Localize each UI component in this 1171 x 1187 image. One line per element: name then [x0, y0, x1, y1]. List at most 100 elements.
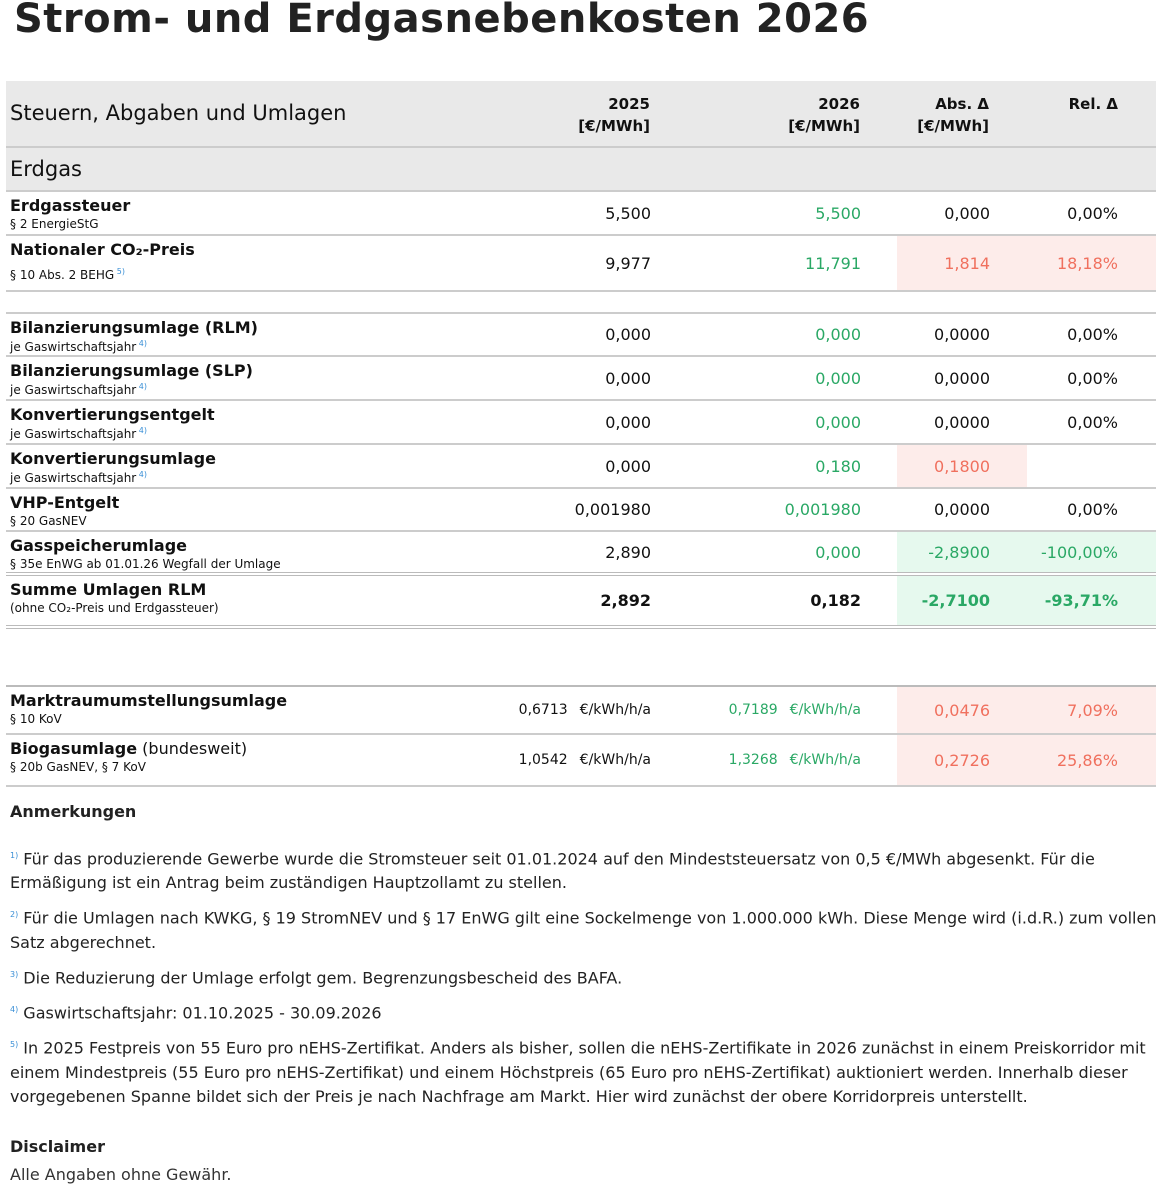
table-row: Summe Umlagen RLM (ohne CO₂-Preis und Erd… — [6, 576, 1156, 629]
notes: Anmerkungen 1) Für das produzierende Gew… — [10, 800, 1160, 1187]
footnote-mark: 5) — [10, 1040, 19, 1050]
row-label: Summe Umlagen RLM (ohne CO₂-Preis und Erd… — [10, 580, 219, 615]
row-label: Bilanzierungsumlage (SLP) je Gaswirtschaf… — [10, 361, 253, 397]
footnote-ref: 4) — [136, 382, 147, 391]
row-subtitle: je Gaswirtschaftsjahr 4) — [10, 470, 147, 485]
table-row: Konvertierungsumlage je Gaswirtschaftsjah… — [6, 445, 1156, 489]
table-row: Gasspeicherumlage § 35e EnWG ab 01.01.26 … — [6, 532, 1156, 576]
row-label: Konvertierungsentgelt je Gaswirtschaftsja… — [10, 405, 215, 441]
abs-delta: 0,0000 — [934, 368, 990, 388]
row-label: Gasspeicherumlage § 35e EnWG ab 01.01.26 … — [10, 536, 281, 571]
footnote-ref: 5) — [114, 267, 125, 276]
row-label: Erdgassteuer § 2 EnergieStG — [10, 196, 130, 231]
value-2025: 1,0542 €/kWh/h/a — [6, 735, 651, 785]
value-2026: 1,3268 €/kWh/h/a — [651, 735, 861, 785]
table-row: Marktraumumstellungsumlage § 10 KoV 0,6713… — [6, 687, 1156, 735]
unit: €/kWh/h/a — [579, 702, 651, 718]
abs-delta: 0,0000 — [934, 325, 990, 344]
abs-delta: 0,0000 — [934, 500, 990, 519]
unit: €/kWh/h/a — [579, 752, 651, 768]
footnote: 3) Die Reduzierung der Umlage erfolgt ge… — [10, 967, 623, 987]
value-2025: 0,000 — [605, 368, 651, 388]
row-subtitle: § 20 GasNEV — [10, 514, 87, 528]
value-2026: 0,000 — [815, 368, 861, 388]
footnote: 1) Für das produzierende Gewerbe wurde d… — [10, 849, 1095, 893]
footnote: 4) Gaswirtschaftsjahr: 01.10.2025 - 30.0… — [10, 1003, 382, 1023]
table-row: Erdgassteuer § 2 EnergieStG 5,500 5,500 0,00… — [6, 192, 1156, 236]
row-label: Marktraumumstellungsumlage § 10 KoV — [10, 691, 287, 726]
rel-delta: -100,00% — [1027, 532, 1156, 572]
footnote-ref: 4) — [136, 470, 147, 479]
header-2026: 2026 [€/MWh] — [788, 95, 860, 135]
value-2025: 0,001980 — [574, 500, 651, 519]
row-label: VHP-Entgelt § 20 GasNEV — [10, 493, 119, 528]
value-2025: 0,000 — [605, 325, 651, 344]
row-label: Biogasumlage (bundesweit) § 20b GasNEV, §… — [10, 739, 247, 774]
row-title: Nationaler CO₂-Preis — [10, 240, 195, 259]
value: 1,0542 — [518, 752, 568, 768]
footnote: 5) In 2025 Festpreis von 55 Euro pro nEH… — [10, 1038, 1146, 1106]
value-2025: 0,000 — [605, 456, 651, 476]
row-title: Erdgassteuer — [10, 196, 131, 215]
footnote-ref: 4) — [136, 339, 147, 348]
row-label: Bilanzierungsumlage (RLM) je Gaswirtschaf… — [10, 318, 258, 354]
abs-delta: -2,8900 — [897, 532, 1027, 572]
value: 0,7189 — [728, 702, 778, 718]
header-2025: 2025 [€/MWh] — [578, 95, 650, 135]
value-2025: 2,890 — [605, 542, 651, 562]
header-rel-delta: Rel. Δ — [1068, 95, 1118, 113]
footnote-mark: 1) — [10, 851, 19, 860]
abs-delta: -2,7100 — [897, 576, 1027, 625]
row-subtitle: § 10 Abs. 2 BEHG 5) — [10, 267, 125, 282]
value-2025: 0,000 — [605, 412, 651, 432]
rel-delta: 0,00% — [1067, 412, 1118, 432]
value-2026: 5,500 — [815, 203, 861, 223]
footnote-mark: 3) — [10, 969, 19, 979]
abs-delta: 0,000 — [944, 203, 990, 223]
row-subtitle: § 35e EnWG ab 01.01.26 Wegfall der Umlag… — [10, 557, 281, 571]
rel-delta: 18,18% — [1027, 236, 1156, 290]
rel-delta: 0,00% — [1067, 500, 1118, 519]
row-label: Nationaler CO₂-Preis § 10 Abs. 2 BEHG 5) — [10, 240, 195, 282]
value-2026: 0,000 — [815, 325, 861, 344]
header-label: Steuern, Abgaben und Umlagen — [10, 101, 347, 125]
unit: €/kWh/h/a — [789, 752, 861, 768]
disclaimer-text: Alle Angaben ohne Gewähr. — [10, 1164, 232, 1184]
row-title: Konvertierungsentgelt — [10, 405, 215, 424]
header-abs-delta: Abs. Δ [€/MWh] — [917, 95, 989, 135]
footnote-ref: 4) — [136, 426, 147, 435]
abs-delta: 0,2726 — [897, 735, 1027, 785]
row-title: Konvertierungsumlage — [10, 449, 216, 468]
value-2026: 0,7189 €/kWh/h/a — [651, 687, 861, 733]
row-title: VHP-Entgelt — [10, 493, 120, 512]
table-row: Konvertierungsentgelt je Gaswirtschaftsja… — [6, 401, 1156, 445]
value-2026: 0,182 — [810, 591, 861, 610]
value-2026: 0,180 — [815, 456, 861, 476]
rel-delta: 0,00% — [1067, 325, 1118, 344]
value: 0,6713 — [518, 702, 568, 718]
table-row: Biogasumlage (bundesweit) § 20b GasNEV, §… — [6, 735, 1156, 787]
row-title-extra: (bundesweit) — [137, 739, 248, 758]
rel-delta — [1027, 445, 1156, 487]
value-2026: 0,000 — [815, 542, 861, 562]
value-2025: 2,892 — [600, 591, 651, 610]
table-row: Bilanzierungsumlage (RLM) je Gaswirtschaf… — [6, 314, 1156, 357]
row-title: Summe Umlagen RLM — [10, 580, 207, 599]
row-subtitle: je Gaswirtschaftsjahr 4) — [10, 426, 147, 441]
disclaimer-heading: Disclaimer — [10, 1136, 105, 1156]
value-2026: 0,001980 — [784, 500, 861, 519]
abs-delta: 0,0000 — [934, 412, 990, 432]
section-erdgas: Erdgas — [6, 148, 1156, 192]
row-subtitle: § 20b GasNEV, § 7 KoV — [10, 760, 146, 774]
value-2026: 0,000 — [815, 412, 861, 432]
row-title: Gasspeicherumlage — [10, 536, 188, 555]
rel-delta: 7,09% — [1027, 687, 1156, 733]
value: 1,3268 — [728, 752, 778, 768]
table-header: Steuern, Abgaben und Umlagen 2025 [€/MWh]… — [6, 81, 1156, 148]
abs-delta: 0,0476 — [897, 687, 1027, 733]
row-subtitle: je Gaswirtschaftsjahr 4) — [10, 382, 147, 397]
value-2025: 5,500 — [605, 203, 651, 223]
abs-delta: 1,814 — [897, 236, 1027, 290]
table-row: Nationaler CO₂-Preis § 10 Abs. 2 BEHG 5) 9… — [6, 236, 1156, 292]
value-2025: 9,977 — [605, 253, 651, 273]
